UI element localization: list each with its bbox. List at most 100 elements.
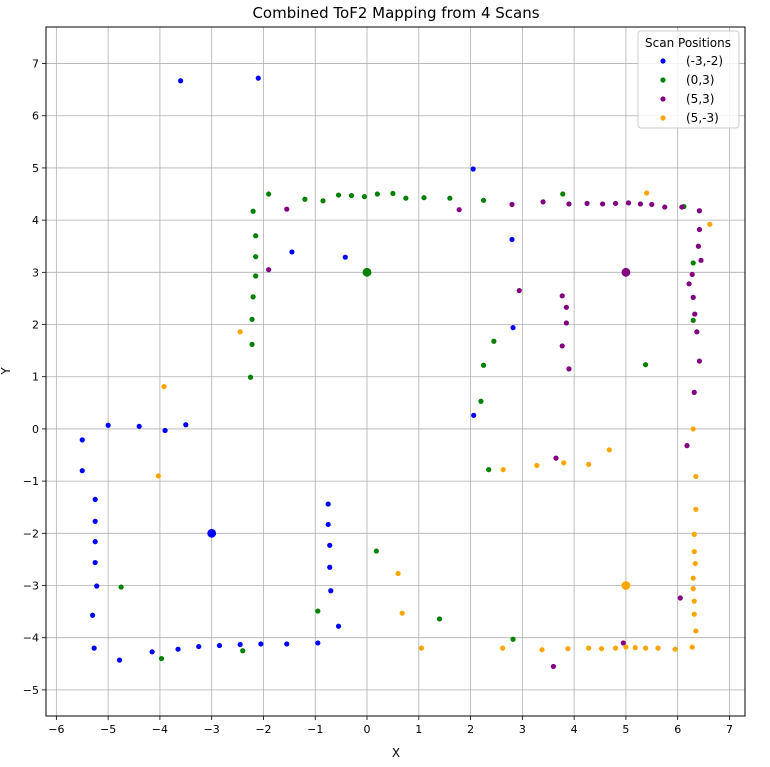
data-point: [253, 273, 259, 279]
x-tick-label: −6: [48, 723, 64, 736]
x-tick-label: 5: [622, 723, 629, 736]
x-tick-label: 1: [415, 723, 422, 736]
data-point: [90, 612, 96, 618]
data-point: [684, 443, 690, 449]
data-point: [335, 623, 342, 629]
data-point: [586, 645, 592, 651]
data-point: [690, 317, 696, 323]
data-point: [694, 329, 700, 335]
data-point: [690, 294, 696, 300]
data-point: [284, 206, 290, 212]
data-point: [563, 320, 569, 326]
data-point: [679, 204, 685, 210]
x-tick-label: −4: [152, 723, 168, 736]
data-point: [237, 329, 243, 335]
data-point: [342, 254, 348, 260]
data-point: [390, 190, 396, 197]
data-point: [690, 575, 696, 581]
data-point: [266, 191, 272, 197]
data-point: [284, 641, 290, 647]
data-point: [327, 564, 333, 570]
scan-position-marker: [207, 528, 217, 538]
data-point: [258, 641, 264, 647]
legend-marker: [660, 115, 666, 121]
data-point: [690, 426, 696, 432]
data-point: [253, 233, 259, 239]
data-point: [693, 473, 699, 480]
data-point: [320, 198, 326, 204]
data-point: [105, 422, 111, 428]
data-point: [92, 559, 98, 566]
data-point: [559, 343, 565, 349]
data-point: [328, 588, 334, 594]
x-tick-label: 2: [467, 723, 474, 736]
data-point: [136, 423, 142, 429]
data-point: [612, 645, 619, 651]
data-point: [550, 663, 557, 670]
data-point: [315, 608, 321, 614]
data-point: [436, 616, 443, 622]
data-point: [625, 200, 632, 206]
data-point: [696, 226, 703, 233]
x-tick-label: 4: [571, 723, 578, 736]
data-point: [327, 542, 333, 548]
x-tick-label: 6: [674, 723, 681, 736]
data-point: [289, 249, 295, 255]
data-point: [696, 358, 703, 364]
y-tick-label: −3: [23, 580, 39, 593]
data-point: [677, 595, 683, 601]
legend-label: (5,3): [686, 92, 714, 106]
data-point: [620, 640, 626, 646]
data-point: [237, 641, 243, 648]
legend-marker: [660, 96, 666, 102]
data-point: [510, 636, 516, 642]
data-point: [553, 455, 559, 461]
data-point: [600, 201, 606, 207]
y-tick-label: −5: [23, 684, 39, 697]
x-tick-label: −3: [204, 723, 220, 736]
data-point: [698, 257, 704, 263]
data-point: [240, 648, 246, 654]
data-point: [689, 644, 695, 650]
data-point: [662, 204, 668, 210]
data-point: [491, 338, 497, 344]
data-point: [118, 584, 124, 590]
data-point: [623, 644, 629, 650]
data-point: [586, 461, 592, 468]
data-point: [692, 560, 698, 567]
y-axis-label: Y: [0, 367, 13, 376]
data-point: [642, 362, 649, 368]
legend-marker: [660, 58, 666, 64]
data-point: [500, 645, 506, 651]
data-point: [92, 539, 98, 545]
data-point: [598, 646, 605, 652]
data-point: [250, 208, 256, 214]
y-gridlines: [46, 63, 745, 691]
data-point: [249, 316, 255, 322]
data-point: [566, 366, 572, 372]
data-point: [335, 192, 342, 198]
data-point: [395, 570, 401, 577]
data-point: [315, 640, 321, 646]
data-point: [690, 260, 696, 266]
data-point: [216, 642, 223, 649]
data-point: [509, 236, 515, 243]
data-point: [559, 293, 565, 299]
data-point: [509, 201, 515, 208]
y-tick-label: −1: [23, 475, 39, 488]
data-point: [361, 194, 368, 200]
data-point: [325, 501, 331, 507]
data-point: [302, 196, 308, 202]
data-points: [79, 75, 713, 670]
data-point: [691, 531, 697, 537]
data-point: [266, 267, 272, 273]
y-tick-label: 5: [32, 162, 39, 175]
data-point: [196, 643, 202, 650]
y-tick-label: 4: [32, 214, 39, 227]
data-point: [672, 646, 678, 652]
data-point: [707, 221, 713, 227]
legend-label: (-3,-2): [686, 54, 723, 68]
y-tick-label: 0: [32, 423, 39, 436]
legend-box: [637, 30, 740, 129]
data-point: [561, 460, 567, 466]
